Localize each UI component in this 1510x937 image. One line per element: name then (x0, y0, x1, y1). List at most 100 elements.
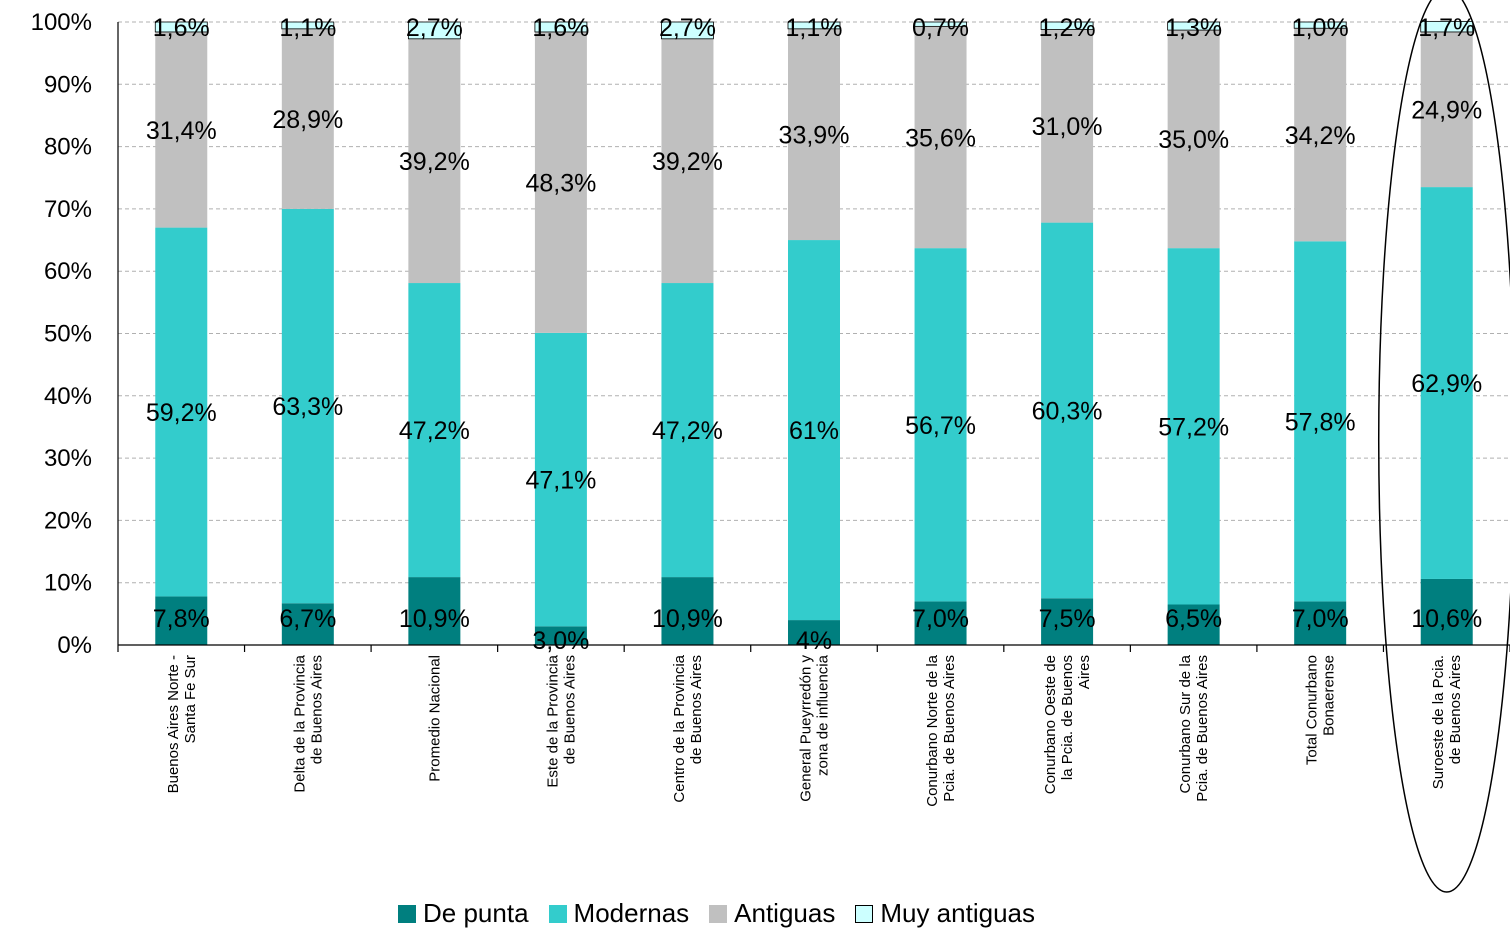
bar-modernas (1041, 222, 1094, 599)
data-label-modernas: 47,2% (399, 417, 470, 445)
bar-de-punta (788, 620, 840, 645)
data-label-antiguas: 31,0% (1032, 113, 1103, 141)
category-label-line: Conurbano Norte de la (924, 654, 941, 806)
y-tick-label: 30% (44, 445, 92, 472)
data-label-antiguas: 24,9% (1411, 97, 1482, 125)
bar-antiguas (1294, 28, 1347, 242)
bar-de-punta (1041, 598, 1094, 645)
bar-de-punta (661, 577, 714, 645)
y-tick-label: 70% (44, 196, 92, 223)
bar-antiguas (155, 31, 208, 228)
data-label-muy-antiguas: 1,0% (1292, 14, 1349, 42)
data-label-muy-antiguas: 1,7% (1418, 14, 1475, 42)
data-label-de-punta: 6,7% (279, 605, 336, 633)
bar-de-punta (1294, 601, 1347, 645)
data-label-antiguas: 31,4% (146, 117, 217, 145)
data-label-de-punta: 10,6% (1411, 605, 1482, 633)
category-labels: Buenos Aires Norte - Santa Fe Sur Delta de… (165, 654, 1464, 806)
y-tick-label: 60% (44, 258, 92, 285)
category-label-line: Delta de la Provincia (291, 654, 308, 792)
legend-swatch-antiguas (709, 904, 728, 923)
bar-muy-antiguas (661, 21, 714, 40)
category-label-line: Este de la Provincia (544, 654, 561, 787)
bar-modernas (1167, 248, 1220, 605)
data-label-antiguas: 39,2% (399, 148, 470, 176)
highlight-ellipse (1377, 0, 1510, 893)
bar-modernas (534, 332, 587, 627)
data-label-muy-antiguas: 1,1% (786, 14, 843, 42)
bar-antiguas (661, 38, 714, 284)
legend-label-antiguas: Antiguas (734, 898, 836, 928)
bar-modernas (661, 283, 714, 578)
category-label-line: Pcia. de Buenos Aires (941, 655, 958, 802)
data-label-modernas: 47,1% (525, 467, 596, 495)
data-label-modernas: 57,8% (1285, 408, 1356, 436)
bar-de-punta (1167, 604, 1220, 645)
data-label-antiguas: 35,6% (905, 124, 976, 152)
category-label-line: Total Conurbano (1304, 655, 1321, 765)
category-label-line: de Buenos Aires (688, 655, 705, 764)
category-label-line: de Buenos Aires (308, 655, 325, 764)
category-label: Suroeste de la Pcia. de Buenos Aires (1430, 655, 1464, 789)
category-label: Conurbano Oeste de la Pcia. de Buenos Aire… (1042, 655, 1093, 794)
bar-de-punta (1420, 578, 1473, 645)
y-tick-label: 80% (44, 134, 92, 161)
bar-muy-antiguas (281, 21, 335, 30)
bar-modernas (914, 248, 967, 602)
legend-swatch-de-punta (398, 904, 416, 923)
category-label-line: Buenos Aires Norte - (165, 655, 182, 793)
data-label-de-punta: 10,9% (652, 605, 723, 633)
category-label-line: Bonaerense (1321, 655, 1338, 736)
data-label-de-punta: 3,0% (532, 627, 589, 655)
category-label-line: la Pcia. de Buenos (1059, 655, 1076, 780)
legend-item-muy-antiguas: Muy antiguas (855, 898, 1035, 929)
legend-label-muy-antiguas: Muy antiguas (880, 898, 1035, 928)
bar-muy-antiguas (1293, 21, 1347, 29)
y-tick-label: 90% (44, 71, 92, 98)
bar-antiguas (281, 28, 334, 209)
bar-muy-antiguas (914, 21, 967, 27)
category-label: Total Conurbano Bonaerense (1304, 655, 1338, 765)
bar-modernas (1420, 187, 1473, 579)
category-label-line: zona de influencia (815, 654, 832, 776)
legend-item-antiguas: Antiguas (709, 898, 835, 929)
bar-modernas (1294, 241, 1347, 602)
legend-label-modernas: Modernas (573, 898, 690, 928)
category-label-line: de Buenos Aires (1447, 655, 1464, 764)
bar-antiguas (1041, 29, 1094, 223)
category-label-line: Santa Fe Sur (182, 655, 199, 743)
data-label-modernas: 63,3% (272, 393, 343, 421)
bar-modernas (155, 227, 208, 597)
y-tick-label: 0% (57, 632, 92, 659)
data-label-de-punta: 7,5% (1039, 605, 1096, 633)
bar-de-punta (534, 626, 587, 645)
category-label-line: Centro de la Provincia (671, 654, 688, 802)
category-label-line: Suroeste de la Pcia. (1430, 655, 1447, 789)
legend-swatch-modernas (548, 904, 567, 923)
category-label: Centro de la Provincia de Buenos Aires (671, 654, 705, 802)
category-label: Este de la Provincia de Buenos Aires (544, 654, 578, 787)
data-label-de-punta: 6,5% (1165, 605, 1222, 633)
category-label-line: Aires (1076, 655, 1093, 689)
data-label-antiguas: 33,9% (779, 121, 850, 149)
legend-label-de-punta: De punta (423, 898, 529, 928)
data-label-modernas: 61% (789, 417, 839, 445)
category-label-line: Pcia. de Buenos Aires (1194, 655, 1211, 802)
data-label-antiguas: 39,2% (652, 148, 723, 176)
bar-antiguas (1167, 30, 1220, 249)
data-label-de-punta: 7,0% (1292, 605, 1349, 633)
bar-muy-antiguas (407, 21, 461, 40)
bar-muy-antiguas (154, 21, 208, 33)
bar-antiguas (914, 26, 967, 249)
data-label-antiguas: 34,2% (1285, 122, 1356, 150)
legend-item-modernas: Modernas (548, 898, 690, 929)
bar-antiguas (408, 38, 461, 284)
y-tick-label: 40% (44, 383, 92, 410)
bar-muy-antiguas (787, 21, 841, 30)
category-label: Buenos Aires Norte - Santa Fe Sur (165, 655, 199, 793)
axes: 0% 10% 20% 30% 40% 50% 60% 70% 80% 90% 100% (31, 9, 1510, 659)
data-label-antiguas: 28,9% (272, 106, 343, 134)
category-label: Conurbano Sur de la Pcia. de Buenos Aires (1177, 654, 1211, 801)
category-label: General Pueyrredón y zona de influencia (798, 654, 832, 801)
